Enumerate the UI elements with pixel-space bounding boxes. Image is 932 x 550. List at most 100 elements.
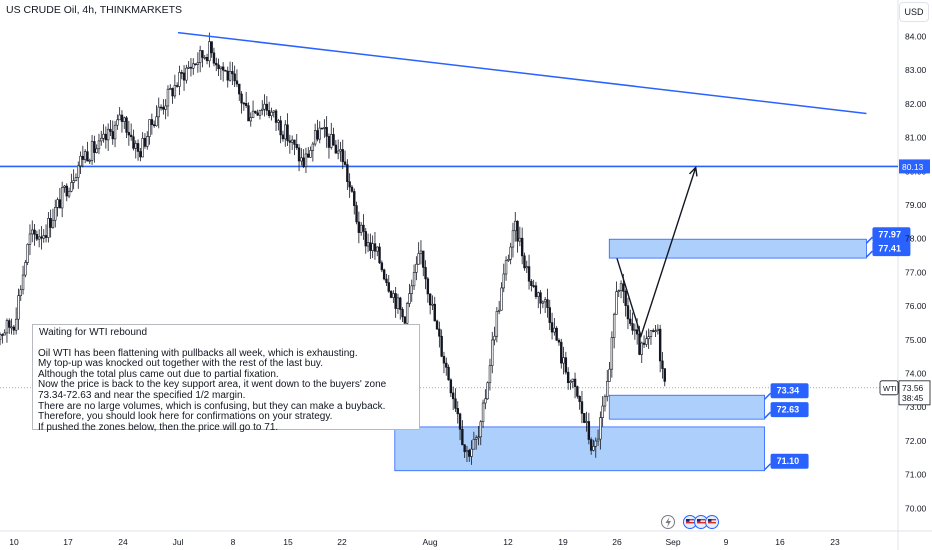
candle-body xyxy=(587,421,591,440)
note-line: My top-up was knocked out together with … xyxy=(38,358,323,370)
candle-body xyxy=(362,224,365,232)
price-axis[interactable]: 84.0083.0082.0081.0080.0079.0078.0077.00… xyxy=(879,32,931,514)
candle-body xyxy=(212,52,216,64)
candle-body xyxy=(486,382,489,400)
symbol-badge-text: WTI xyxy=(883,384,897,393)
candle-body xyxy=(463,444,466,453)
x-tick-label: 16 xyxy=(775,537,785,547)
currency-button[interactable]: USD xyxy=(899,2,929,22)
candle-body xyxy=(111,131,114,140)
candle-body xyxy=(442,356,446,364)
x-tick-label: 8 xyxy=(231,537,236,547)
candle-body xyxy=(194,63,197,66)
candle-body xyxy=(51,219,55,228)
note-line: There are no large volumes, which is con… xyxy=(38,400,386,412)
zone-top-label-text: 73.34 xyxy=(777,386,800,396)
candle-body xyxy=(449,379,453,394)
candle-body xyxy=(203,56,206,59)
candle-body xyxy=(583,413,586,423)
horizontal-level-line xyxy=(0,165,898,389)
candle-body xyxy=(201,50,204,58)
price-zone[interactable] xyxy=(608,394,765,420)
candle-body xyxy=(447,367,450,381)
candle-body xyxy=(410,285,413,294)
x-tick-label: 10 xyxy=(9,537,19,547)
zone-bottom-label-badge[interactable] xyxy=(872,241,911,257)
candle-body xyxy=(440,335,443,357)
candle-body xyxy=(350,186,354,192)
candle-body xyxy=(661,360,664,369)
symbol-badge[interactable] xyxy=(879,380,899,396)
symbol-title[interactable]: US CRUDE Oil, 4h, THINKMARKETS xyxy=(6,4,183,16)
x-tick-label: 22 xyxy=(337,537,347,547)
candle-body xyxy=(152,124,156,127)
candle-body xyxy=(532,285,535,287)
candle-body xyxy=(270,111,273,116)
event-icons[interactable] xyxy=(661,515,719,529)
bar-countdown: 38:45 xyxy=(902,393,924,403)
candle-body xyxy=(451,392,455,400)
candle-body xyxy=(116,119,119,126)
time-axis[interactable]: 10 17 24 Jul 8 15 22 Aug 12 19 26 Sep 9 16 23 xyxy=(9,537,840,547)
candle-body xyxy=(42,235,45,239)
current-price-badge[interactable] xyxy=(898,380,931,406)
candle-body xyxy=(60,187,64,209)
level-price-badge[interactable] xyxy=(899,159,930,174)
idea-note-box[interactable]: Waiting for WTI rebound Oil WTI has been… xyxy=(32,324,420,432)
candle-body xyxy=(309,150,312,158)
zone-bottom-label-badge[interactable] xyxy=(770,453,809,469)
zone-top-label-badge[interactable] xyxy=(872,227,911,243)
candle-body xyxy=(431,303,434,306)
candle-body xyxy=(178,72,181,87)
projection-path[interactable] xyxy=(616,167,697,339)
candle-body xyxy=(422,250,425,268)
candle-body xyxy=(247,105,250,122)
zone-label-leader xyxy=(764,392,772,400)
candle-body xyxy=(208,41,211,62)
candle-body xyxy=(472,439,476,450)
candle-body xyxy=(445,362,448,368)
descending-trendline[interactable] xyxy=(177,31,867,115)
y-tick-label: 70.00 xyxy=(905,503,927,513)
candle-body xyxy=(102,133,105,139)
flag-icon[interactable] xyxy=(683,515,719,529)
candle-body xyxy=(180,72,183,74)
candle-body xyxy=(10,326,13,329)
projection-arrow[interactable] xyxy=(616,165,698,339)
candle-body xyxy=(405,303,409,324)
trend-line[interactable] xyxy=(177,31,867,115)
candle-body xyxy=(438,328,441,337)
candle-body xyxy=(474,437,478,440)
x-tick-label: Sep xyxy=(665,537,680,547)
candle-body xyxy=(162,106,165,110)
candle-body xyxy=(198,50,202,63)
candle-body xyxy=(40,236,43,239)
price-zone[interactable] xyxy=(608,238,867,259)
zone-top-label-badge[interactable] xyxy=(770,383,809,399)
y-tick-label: 73.00 xyxy=(905,402,927,412)
note-title: Waiting for WTI rebound xyxy=(39,327,148,338)
candle-body xyxy=(601,405,604,418)
candle-body xyxy=(647,336,650,340)
x-tick-label: 17 xyxy=(63,537,73,547)
candle-body xyxy=(217,64,220,70)
candle-body xyxy=(364,231,367,247)
candle-body xyxy=(316,130,319,140)
candle-body xyxy=(44,235,48,238)
candle-body xyxy=(461,428,464,446)
price-zone[interactable] xyxy=(394,426,765,472)
zone-bottom-label-badge[interactable] xyxy=(770,402,809,418)
y-tick-label: 76.00 xyxy=(905,301,927,311)
candle-body xyxy=(54,207,57,221)
candle-body xyxy=(26,243,29,263)
candle-body xyxy=(649,330,653,337)
price-zones[interactable]: 77.97 77.41 73.34 72.63 71.10 xyxy=(394,227,911,472)
candle-body xyxy=(518,237,522,242)
candle-body xyxy=(465,450,469,453)
lightning-icon[interactable] xyxy=(661,515,675,529)
candle-body xyxy=(514,220,517,232)
candle-body xyxy=(277,120,280,123)
x-tick-label: 23 xyxy=(830,537,840,547)
